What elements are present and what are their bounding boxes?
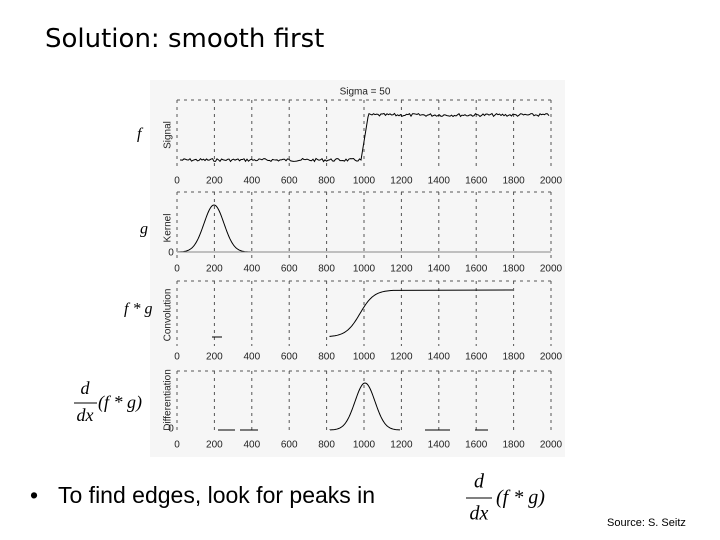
x-tick-label: 200 [206,176,223,187]
x-tick-label: 600 [281,440,298,451]
x-tick-label: 1400 [428,440,451,451]
x-tick-label: 2000 [540,440,563,451]
x-tick-label: 600 [281,264,298,275]
x-tick-label: 1400 [428,352,451,363]
x-tick-label: 600 [281,176,298,187]
y-tick-label: 0 [168,248,174,259]
y-tick-label: 0 [168,424,174,435]
panel-label-dx: dx [77,405,94,425]
kernel-curve [176,204,252,253]
bullet-dot: • [30,482,38,508]
x-tick-label: 400 [243,440,260,451]
x-tick-label: 1600 [465,440,488,451]
panel-label: f * g [124,301,152,318]
formula-expr: (f * g) [496,487,545,509]
x-tick-label: 0 [174,440,180,451]
x-tick-label: 1000 [353,176,376,187]
x-tick-label: 2000 [540,176,563,187]
x-tick-label: 800 [318,440,335,451]
x-tick-label: 0 [174,264,180,275]
x-tick-label: 2000 [540,352,563,363]
panel-label-expr: (f * g) [98,392,142,413]
x-tick-label: 1200 [390,176,413,187]
x-tick-label: 1200 [390,440,413,451]
y-axis-label: Signal [163,121,174,149]
x-tick-label: 800 [318,264,335,275]
x-tick-label: 1600 [465,352,488,363]
panel-label: g [140,221,148,238]
y-axis-label: Differentiation [163,369,174,431]
x-tick-label: 400 [243,352,260,363]
x-tick-label: 400 [243,264,260,275]
signal-curve [179,112,550,163]
x-tick-label: 800 [318,176,335,187]
x-tick-label: 800 [318,352,335,363]
x-tick-label: 400 [243,176,260,187]
x-tick-label: 1400 [428,264,451,275]
x-tick-label: 1000 [353,264,376,275]
panel-label-d: d [81,378,91,398]
x-tick-label: 200 [206,440,223,451]
x-tick-label: 1600 [465,264,488,275]
x-tick-label: 200 [206,352,223,363]
y-axis-label: Convolution [163,289,174,342]
x-tick-label: 1800 [502,440,525,451]
x-tick-label: 1600 [465,176,488,187]
x-tick-label: 1800 [502,352,525,363]
x-tick-label: 1400 [428,176,451,187]
figure-caption: Sigma = 50 [340,87,391,98]
x-tick-label: 2000 [540,264,563,275]
x-tick-label: 200 [206,264,223,275]
convolution-curve [329,289,514,337]
x-tick-label: 1200 [390,264,413,275]
x-tick-label: 0 [174,176,180,187]
formula-d: d [474,471,485,493]
x-tick-label: 0 [174,352,180,363]
source: Source: S. Seitz [607,517,686,529]
panel-label: f [137,126,144,143]
x-tick-label: 1000 [353,440,376,451]
x-tick-label: 1800 [502,176,525,187]
y-axis-label: Kernel [163,214,174,243]
figure: 0 200 400 600 800 1000 1200 1400 1600 1800 2000Sig… [74,99,563,451]
x-tick-label: 1000 [353,352,376,363]
formula-dx: dx [470,503,489,525]
x-tick-label: 1800 [502,264,525,275]
bullet-text: To find edges, look for peaks in [58,482,375,508]
differentiation-curve [329,382,401,431]
x-tick-label: 1200 [390,352,413,363]
x-tick-label: 600 [281,352,298,363]
slide-title: Solution: smooth first [45,24,324,54]
